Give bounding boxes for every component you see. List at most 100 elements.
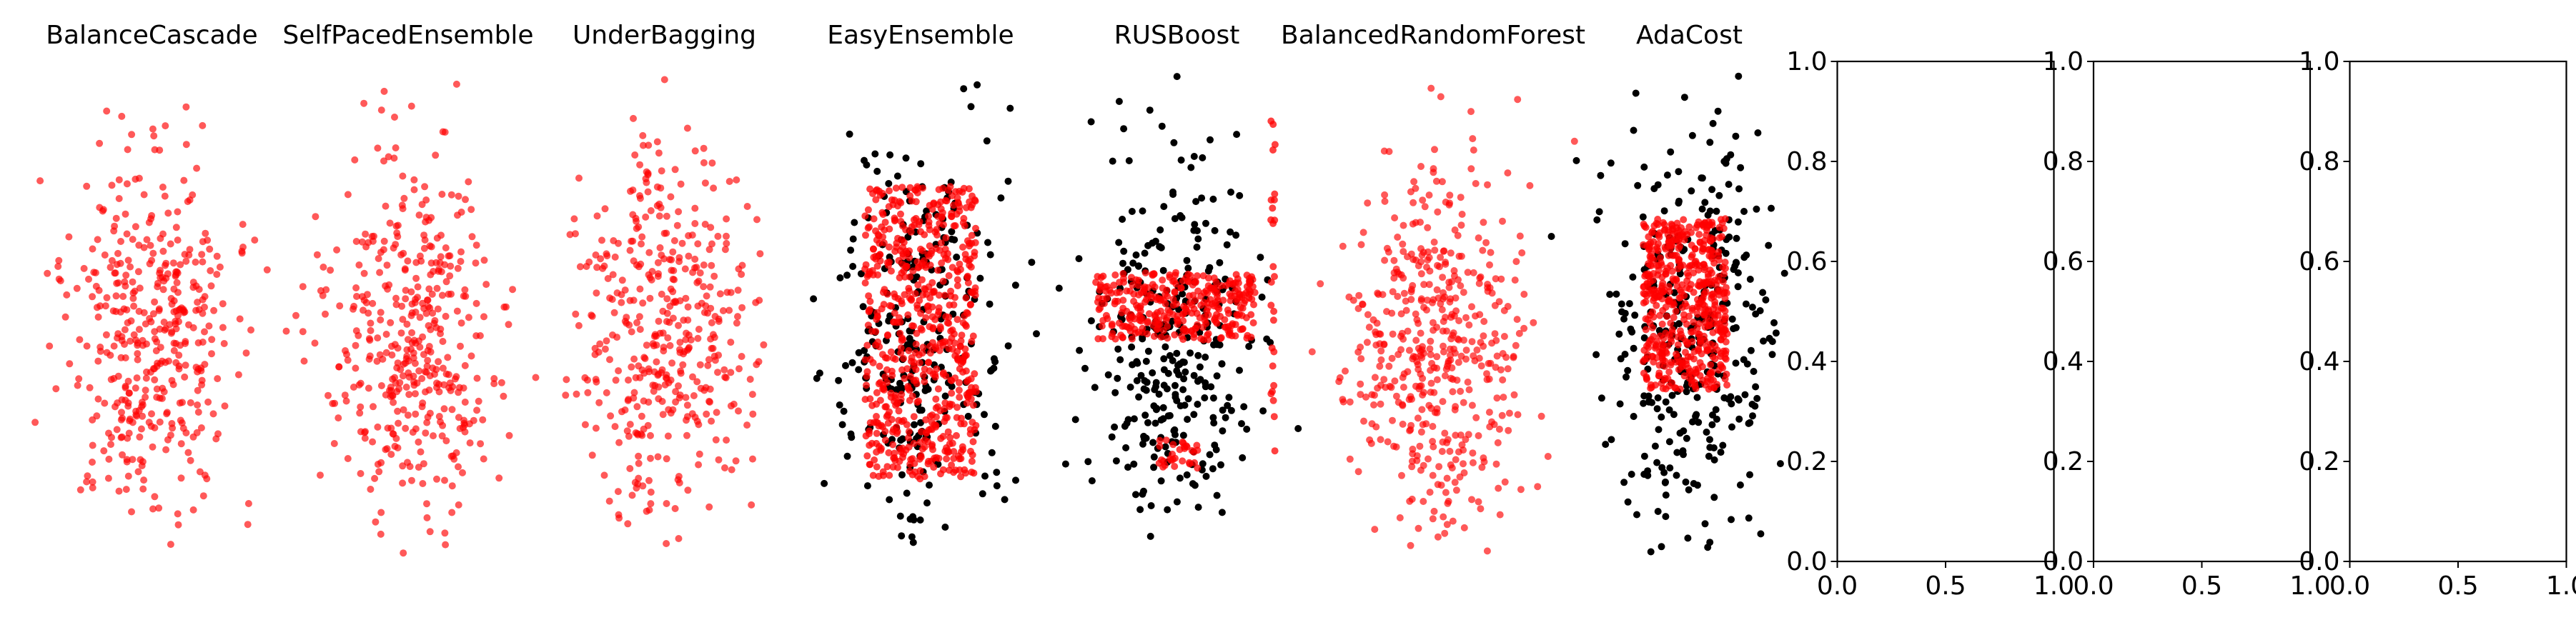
scatter-point-selected [451,375,459,383]
scatter-point-selected [864,206,872,214]
scatter-point-selected [1665,283,1673,291]
scatter-point-selected [1189,291,1197,299]
scatter-point-background [1153,404,1161,412]
scatter-point-selected [1184,270,1192,278]
scatter-point-selected [701,179,709,187]
scatter-point-selected [433,284,441,292]
scatter-point-selected [919,371,927,379]
scatter-point-selected [905,428,913,436]
scatter-point-selected [360,269,368,277]
scatter-point-selected [898,391,906,399]
scatter-point-background [1136,506,1144,514]
scatter-point-selected [926,242,933,250]
scatter-point-selected [605,497,613,505]
scatter-point-background [1706,539,1714,546]
scatter-point-selected [1217,334,1224,342]
scatter-point-selected [1440,247,1448,255]
scatter-point-selected [863,341,871,349]
scatter-point-selected [719,307,727,314]
scatter-point-selected [127,337,134,345]
scatter-point-selected [159,384,167,392]
scatter-point-background [911,421,918,429]
scatter-point-selected [926,252,933,260]
scatter-point-selected [680,348,688,356]
scatter-point-selected [873,389,881,396]
scatter-point-selected [167,431,174,439]
scatter-point-background [1684,534,1692,542]
scatter-point-selected [455,192,462,200]
scatter-point-selected [1475,234,1482,242]
scatter-point-selected [613,289,621,297]
scatter-point-selected [147,241,154,249]
scatter-point-selected [167,240,174,248]
scatter-point-selected [1113,289,1121,296]
scatter-point-selected [1445,279,1453,286]
scatter-point-selected [392,241,400,249]
scatter-point-selected [182,257,190,265]
scatter-point-selected [352,364,360,372]
scatter-point-background [1728,315,1736,323]
scatter-point-selected [362,243,370,251]
scatter-point-selected [76,486,84,494]
scatter-point-selected [1399,420,1407,428]
scatter-point-selected [1695,320,1703,328]
scatter-point-selected [705,246,713,254]
scatter-point-selected [392,294,400,302]
scatter-point-selected [423,514,431,521]
scatter-point-selected [581,421,589,429]
scatter-point-selected [174,510,182,518]
scatter-point-selected [430,319,438,327]
scatter-point-selected [234,371,242,379]
scatter-point-selected [172,271,179,279]
scatter-point-selected [441,529,449,537]
scatter-point-background [1192,198,1200,206]
scatter-point-selected [219,300,227,308]
scatter-point-selected [393,364,401,371]
scatter-point-selected [658,251,665,259]
scatter-point-selected [630,296,638,304]
scatter-point-selected [864,321,872,329]
scatter-point-selected [1480,219,1487,226]
scatter-point-selected [1510,354,1517,361]
scatter-point-selected [624,396,632,404]
scatter-point-selected [1339,396,1347,404]
scatter-point-selected [112,292,120,300]
scatter-point-selected [1667,319,1675,327]
scatter-point-selected [375,468,383,476]
scatter-point-selected [1493,394,1501,402]
scatter-point-selected [584,389,592,396]
scatter-point-selected [391,442,399,450]
scatter-point-selected [455,414,462,421]
scatter-point-selected [161,192,169,200]
scatter-point-selected [160,319,168,326]
scatter-point-selected [1494,439,1502,446]
y-tick-label: 1.0 [1786,47,1827,76]
scatter-point-selected [162,359,169,366]
scatter-point-selected [876,362,883,370]
scatter-point-selected [187,456,194,464]
scatter-point-selected [199,296,207,304]
scatter-point-selected [959,446,967,454]
scatter-point-background [871,150,879,158]
scatter-point-selected [238,249,246,257]
scatter-point-selected [403,346,411,354]
scatter-point-selected [151,335,159,343]
scatter-point-background [1028,259,1036,266]
scatter-point-selected [212,435,220,443]
scatter-point-selected [911,186,919,194]
scatter-point-selected [121,341,128,348]
scatter-point-selected [415,211,423,219]
scatter-point-selected [917,309,924,317]
scatter-point-background [1735,185,1743,193]
scatter-point-selected [1169,301,1177,309]
scatter-point-selected [1504,365,1512,373]
scatter-point-selected [439,421,447,429]
scatter-point-selected [441,129,449,136]
scatter-point-selected [1688,253,1695,261]
scatter-point-selected [897,344,905,352]
scatter-point-selected [194,299,202,306]
scatter-point-selected [1092,279,1100,286]
scatter-point-background [1164,506,1171,514]
scatter-point-background [1706,444,1714,451]
scatter-point-selected [1684,353,1692,361]
